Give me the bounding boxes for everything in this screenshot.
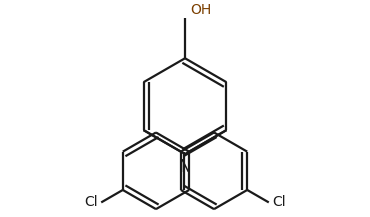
Text: Cl: Cl <box>273 196 286 209</box>
Text: OH: OH <box>191 3 212 17</box>
Text: Cl: Cl <box>84 196 97 209</box>
Text: N: N <box>179 158 191 176</box>
